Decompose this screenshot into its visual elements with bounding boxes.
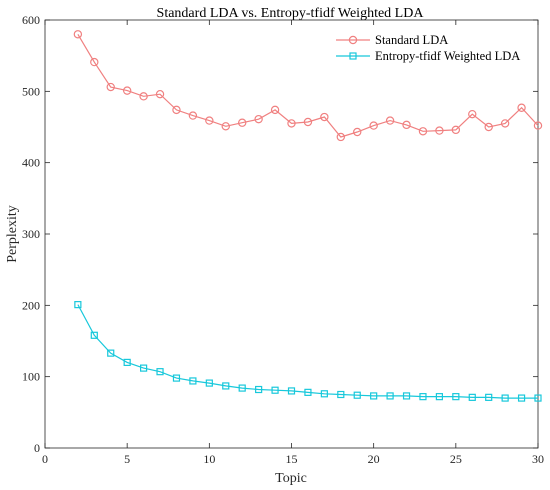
- x-tick-label: 20: [368, 452, 380, 466]
- data-point-standard-lda: [73, 30, 83, 39]
- legend-swatch-marker: [349, 52, 357, 60]
- data-point-standard-lda: [221, 122, 230, 131]
- data-point-standard-lda: [254, 114, 263, 124]
- data-point-standard-lda: [205, 116, 214, 125]
- data-point-entropy-tfidf-weighted-lda: [205, 379, 213, 387]
- data-point-entropy-tfidf-weighted-lda: [304, 388, 312, 396]
- data-point-entropy-tfidf-weighted-lda: [419, 393, 427, 401]
- data-point-standard-lda: [172, 105, 181, 115]
- x-axis-label: Topic: [275, 471, 307, 486]
- y-tick-label: 300: [22, 227, 40, 241]
- data-point-entropy-tfidf-weighted-lda: [271, 386, 279, 394]
- data-point-standard-lda: [270, 105, 280, 115]
- data-point-entropy-tfidf-weighted-lda: [337, 390, 345, 399]
- x-tick-label: 10: [203, 452, 215, 466]
- x-tick-label: 0: [42, 452, 48, 466]
- series-line-standard-lda: [77, 33, 539, 138]
- x-tick-label: 25: [450, 452, 462, 466]
- data-point-standard-lda: [122, 86, 132, 95]
- data-point-entropy-tfidf-weighted-lda: [320, 390, 328, 398]
- data-point-entropy-tfidf-weighted-lda: [123, 358, 131, 366]
- data-point-entropy-tfidf-weighted-lda: [172, 374, 181, 382]
- data-point-standard-lda: [369, 121, 378, 130]
- x-tick-label: 15: [286, 452, 298, 466]
- series-line-entropy-tfidf-weighted-lda: [77, 304, 538, 399]
- data-point-standard-lda: [418, 127, 428, 136]
- data-point-entropy-tfidf-weighted-lda: [534, 394, 542, 402]
- legend-item: Entropy-tfidf Weighted LDA: [336, 49, 520, 63]
- x-tick-label: 5: [124, 452, 130, 466]
- data-point-entropy-tfidf-weighted-lda: [255, 385, 263, 394]
- series-entropy-tfidf-weighted-lda: [74, 301, 542, 402]
- y-axis-label: Perplexity: [5, 205, 20, 263]
- data-point-entropy-tfidf-weighted-lda: [222, 382, 230, 390]
- data-point-standard-lda: [451, 125, 461, 135]
- data-point-entropy-tfidf-weighted-lda: [238, 384, 246, 392]
- data-point-standard-lda: [90, 57, 99, 67]
- legend: Standard LDA Entropy-tfidf Weighted LDA: [336, 33, 520, 63]
- series-standard-lda: [73, 30, 543, 142]
- x-tick-label: 30: [532, 452, 544, 466]
- data-point-entropy-tfidf-weighted-lda: [501, 394, 509, 402]
- data-point-entropy-tfidf-weighted-lda: [189, 377, 197, 385]
- data-point-entropy-tfidf-weighted-lda: [140, 364, 148, 372]
- data-point-standard-lda: [155, 89, 165, 99]
- data-point-standard-lda: [517, 103, 526, 112]
- plot-frame: [44, 19, 539, 449]
- legend-label: Entropy-tfidf Weighted LDA: [375, 49, 520, 63]
- data-point-standard-lda: [139, 92, 148, 101]
- series-group: [73, 30, 543, 402]
- data-point-standard-lda: [303, 117, 313, 127]
- y-tick-label: 0: [34, 441, 40, 455]
- y-tick-label: 400: [22, 156, 40, 170]
- data-point-entropy-tfidf-weighted-lda: [287, 387, 296, 395]
- legend-label: Standard LDA: [375, 33, 448, 47]
- data-point-standard-lda: [188, 111, 198, 120]
- data-point-standard-lda: [500, 119, 510, 128]
- data-point-standard-lda: [468, 109, 477, 119]
- data-point-entropy-tfidf-weighted-lda: [435, 393, 443, 401]
- legend-item: Standard LDA: [336, 33, 448, 47]
- data-point-entropy-tfidf-weighted-lda: [452, 393, 460, 401]
- y-tick-label: 200: [22, 298, 40, 312]
- data-point-entropy-tfidf-weighted-lda: [468, 393, 476, 401]
- data-point-entropy-tfidf-weighted-lda: [370, 392, 378, 400]
- data-point-standard-lda: [237, 118, 247, 127]
- y-tick-label: 500: [22, 84, 40, 98]
- data-point-standard-lda: [106, 82, 115, 92]
- data-point-entropy-tfidf-weighted-lda: [517, 394, 526, 402]
- data-point-standard-lda: [385, 116, 395, 125]
- y-tick-label: 600: [22, 13, 40, 27]
- data-point-entropy-tfidf-weighted-lda: [353, 391, 361, 399]
- data-point-entropy-tfidf-weighted-lda: [402, 392, 411, 400]
- data-point-standard-lda: [533, 121, 543, 130]
- legend-swatch-marker: [348, 35, 358, 45]
- data-point-standard-lda: [353, 127, 362, 137]
- data-point-entropy-tfidf-weighted-lda: [90, 331, 98, 339]
- data-point-standard-lda: [320, 112, 329, 122]
- data-point-standard-lda: [435, 126, 444, 135]
- data-point-standard-lda: [287, 119, 296, 128]
- data-point-standard-lda: [484, 122, 493, 132]
- data-point-standard-lda: [402, 120, 411, 130]
- data-point-entropy-tfidf-weighted-lda: [74, 301, 82, 309]
- y-tick-label: 100: [22, 370, 40, 384]
- data-point-entropy-tfidf-weighted-lda: [107, 349, 115, 357]
- chart-title: Standard LDA vs. Entropy-tfidf Weighted …: [157, 6, 425, 21]
- data-point-entropy-tfidf-weighted-lda: [485, 393, 493, 401]
- data-point-entropy-tfidf-weighted-lda: [386, 392, 394, 400]
- data-point-entropy-tfidf-weighted-lda: [156, 368, 164, 376]
- data-point-standard-lda: [336, 132, 345, 142]
